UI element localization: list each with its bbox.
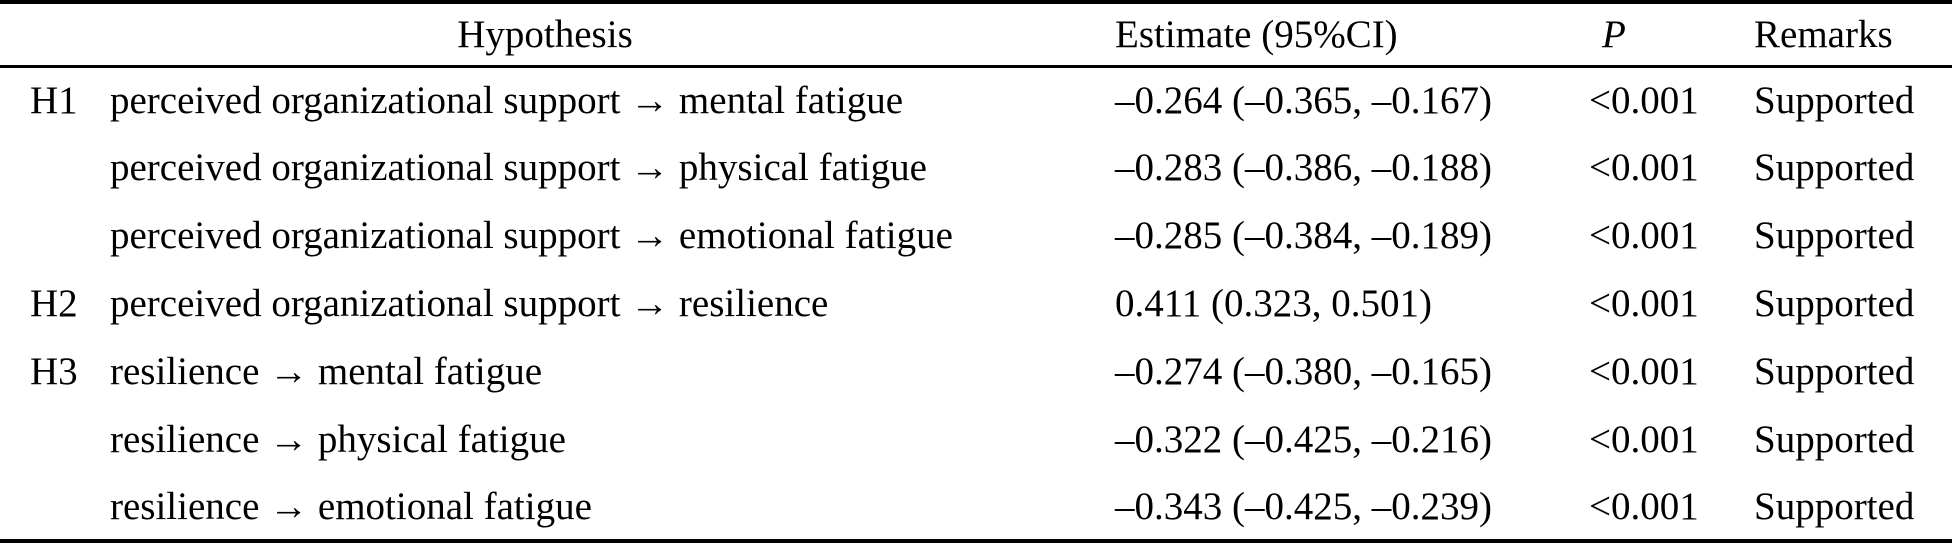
table-row: perceived organizational support → physi… — [0, 134, 1952, 202]
table-row: H1 perceived organizational support → me… — [0, 66, 1952, 134]
p-value: <0.001 — [1589, 79, 1699, 123]
table-row: H3 resilience → mental fatigue –0.274 (–… — [0, 337, 1952, 405]
remarks-value: Supported — [1754, 214, 1915, 258]
table-body: H1 perceived organizational support → me… — [0, 66, 1952, 541]
estimate-value: –0.274 (–0.380, –0.165) — [1115, 349, 1492, 393]
p-value: <0.001 — [1589, 146, 1699, 190]
table-header: Hypothesis Estimate (95%CI) P Remarks — [0, 2, 1952, 66]
hypothesis-path: perceived organizational support → menta… — [110, 79, 904, 123]
header-p-value: P — [1602, 12, 1626, 56]
table-row: resilience → emotional fatigue –0.343 (–… — [0, 473, 1952, 541]
header-estimate: Estimate (95%CI) — [1115, 12, 1398, 56]
hypothesis-id — [0, 473, 85, 541]
header-hypothesis: Hypothesis — [457, 12, 633, 56]
remarks-value: Supported — [1754, 146, 1915, 190]
hypothesis-id: H2 — [30, 281, 78, 325]
hypothesis-id: H1 — [30, 79, 78, 123]
hypothesis-path: resilience → physical fatigue — [110, 417, 566, 461]
remarks-value: Supported — [1754, 79, 1915, 123]
remarks-value: Supported — [1754, 281, 1915, 325]
hypothesis-path: resilience → emotional fatigue — [110, 484, 592, 528]
hypothesis-id — [0, 405, 85, 473]
remarks-value: Supported — [1754, 484, 1915, 528]
table-row: perceived organizational support → emoti… — [0, 202, 1952, 270]
header-row: Hypothesis Estimate (95%CI) P Remarks — [0, 2, 1952, 66]
hypothesis-id: H3 — [30, 349, 78, 393]
hypothesis-path: resilience → mental fatigue — [110, 349, 543, 393]
estimate-value: –0.343 (–0.425, –0.239) — [1115, 484, 1492, 528]
p-value: <0.001 — [1589, 417, 1699, 461]
remarks-value: Supported — [1754, 417, 1915, 461]
p-value: <0.001 — [1589, 281, 1699, 325]
remarks-value: Supported — [1754, 349, 1915, 393]
hypothesis-path: perceived organizational support → physi… — [110, 146, 927, 190]
table-row: resilience → physical fatigue –0.322 (–0… — [0, 405, 1952, 473]
hypothesis-path: perceived organizational support → emoti… — [110, 214, 953, 258]
estimate-value: –0.285 (–0.384, –0.189) — [1115, 214, 1492, 258]
p-value: <0.001 — [1589, 349, 1699, 393]
table-row: H2 perceived organizational support → re… — [0, 270, 1952, 338]
hypothesis-id — [0, 134, 85, 202]
estimate-value: –0.264 (–0.365, –0.167) — [1115, 79, 1492, 123]
estimate-value: 0.411 (0.323, 0.501) — [1115, 281, 1433, 325]
p-value: <0.001 — [1589, 484, 1699, 528]
estimate-value: –0.322 (–0.425, –0.216) — [1115, 417, 1492, 461]
hypothesis-id — [0, 202, 85, 270]
header-remarks: Remarks — [1754, 12, 1893, 56]
estimate-value: –0.283 (–0.386, –0.188) — [1115, 146, 1492, 190]
hypothesis-path: perceived organizational support → resil… — [110, 281, 829, 325]
p-value: <0.001 — [1589, 214, 1699, 258]
